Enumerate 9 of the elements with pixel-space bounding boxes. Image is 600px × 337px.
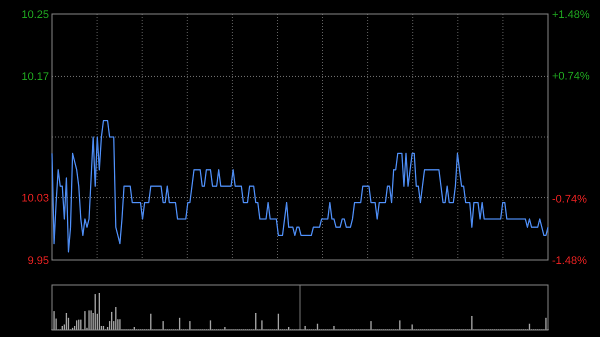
y-tick-label: 10.03 <box>21 192 49 205</box>
y-tick-label: 10.17 <box>21 71 49 84</box>
y2-tick-label: +1.48% <box>552 8 590 21</box>
y-tick-label: 9.95 <box>28 254 49 267</box>
y2-tick-label: +0.74% <box>552 70 590 82</box>
line-series <box>51 120 549 252</box>
y2-tick-label: -0.74% <box>552 193 588 206</box>
y-tick-label: 10.25 <box>21 8 49 21</box>
y2-tick-label: -1.48% <box>552 254 588 267</box>
